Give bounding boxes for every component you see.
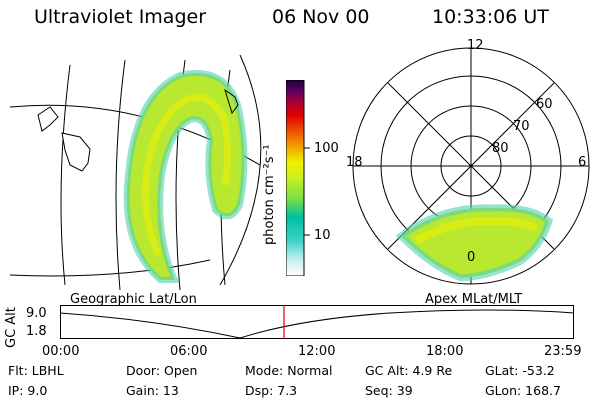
alt-ytick-9: 9.0 — [26, 306, 47, 321]
info-dsp: Dsp: 7.3 — [245, 383, 298, 398]
geographic-image — [10, 54, 262, 290]
alt-xtick-2359: 23:59 — [544, 344, 582, 359]
info-gain: Gain: 13 — [126, 383, 179, 398]
alt-xtick-1800: 18:00 — [426, 344, 464, 359]
polar-caption: Apex MLat/MLT — [425, 292, 523, 307]
mlt-label-0: 0 — [467, 250, 476, 265]
colorbar-tick-10: 10 — [314, 228, 331, 243]
info-door: Door: Open — [126, 363, 198, 378]
info-seq: Seq: 39 — [365, 383, 413, 398]
instrument-title: Ultraviolet Imager — [34, 6, 207, 28]
colorbar-unit-label: photon cm⁻²s⁻¹ — [262, 144, 277, 245]
lat-label-60: 60 — [536, 97, 553, 112]
geo-caption: Geographic Lat/Lon — [70, 292, 197, 307]
alt-ytick-1-8: 1.8 — [26, 324, 47, 339]
lat-label-70: 70 — [513, 119, 530, 134]
alt-xtick-1200: 12:00 — [298, 344, 336, 359]
mlt-label-18: 18 — [346, 155, 363, 170]
mlt-label-12: 12 — [467, 38, 484, 53]
info-ip: IP: 9.0 — [8, 383, 48, 398]
info-glon: GLon: 168.7 — [485, 383, 561, 398]
info-glat: GLat: -53.2 — [485, 363, 555, 378]
info-mode: Mode: Normal — [245, 363, 333, 378]
polar-plot — [352, 47, 590, 285]
info-gc-alt: GC Alt: 4.9 Re — [365, 363, 453, 378]
altitude-plot — [60, 305, 574, 339]
time-label: 10:33:06 UT — [432, 6, 549, 28]
colorbar-tick-100: 100 — [314, 141, 339, 156]
alt-xtick-0600: 06:00 — [170, 344, 208, 359]
alt-xtick-0000: 00:00 — [42, 344, 80, 359]
lat-label-80: 80 — [492, 141, 509, 156]
mlt-label-6: 6 — [578, 155, 587, 170]
info-flt: Flt: LBHL — [8, 363, 64, 378]
alt-ylabel: GC Alt — [4, 307, 19, 348]
colorbar — [286, 80, 310, 276]
date-label: 06 Nov 00 — [272, 6, 370, 28]
